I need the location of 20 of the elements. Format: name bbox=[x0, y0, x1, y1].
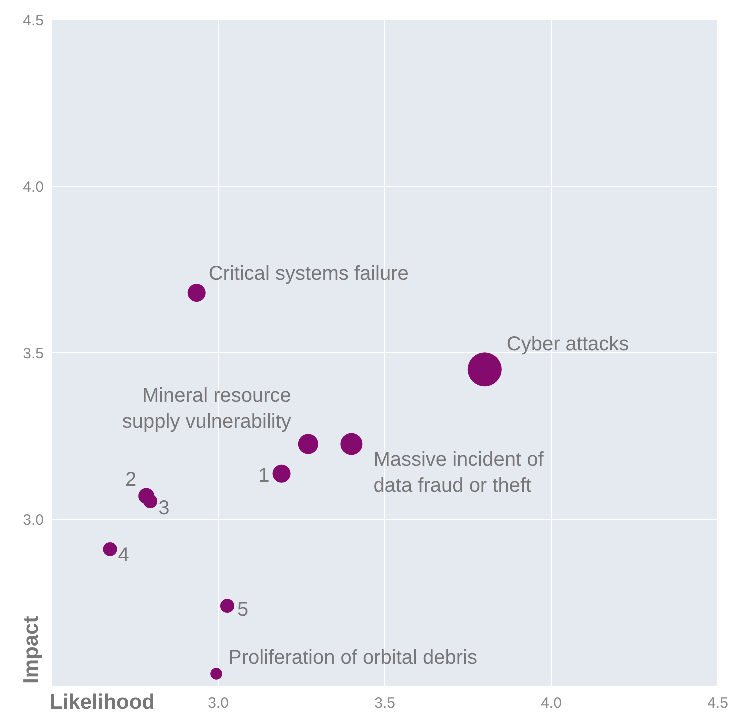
y-tick-label: 3.0 bbox=[23, 512, 44, 529]
annotation: Proliferation of orbital debris bbox=[228, 647, 478, 670]
x-tick-label: 3.0 bbox=[208, 695, 229, 712]
y-tick-label: 4.0 bbox=[23, 178, 44, 196]
x-tick-label: 4.5 bbox=[708, 695, 728, 712]
annotation: 3 bbox=[158, 498, 170, 520]
x-tick-label: 4.0 bbox=[541, 695, 562, 712]
annotation: 2 bbox=[125, 469, 137, 492]
annotation: Mineral resource supply vulnerability bbox=[122, 386, 292, 434]
y-tick-label: 4.5 bbox=[23, 12, 44, 30]
annotation: Massive incident of data fraud or theft bbox=[374, 450, 544, 498]
annotation: 5 bbox=[237, 599, 249, 622]
annotation: Cyber attacks bbox=[506, 334, 630, 356]
annotation: 4 bbox=[118, 544, 130, 567]
annotation: 1 bbox=[258, 465, 270, 488]
annotation: Critical systems failure bbox=[208, 263, 409, 286]
y-tick-label: 3.5 bbox=[23, 345, 44, 362]
x-axis-title: Likelihood bbox=[50, 691, 155, 714]
y-axis-title: Impact bbox=[20, 616, 43, 684]
x-tick-label: 3.5 bbox=[374, 695, 396, 712]
